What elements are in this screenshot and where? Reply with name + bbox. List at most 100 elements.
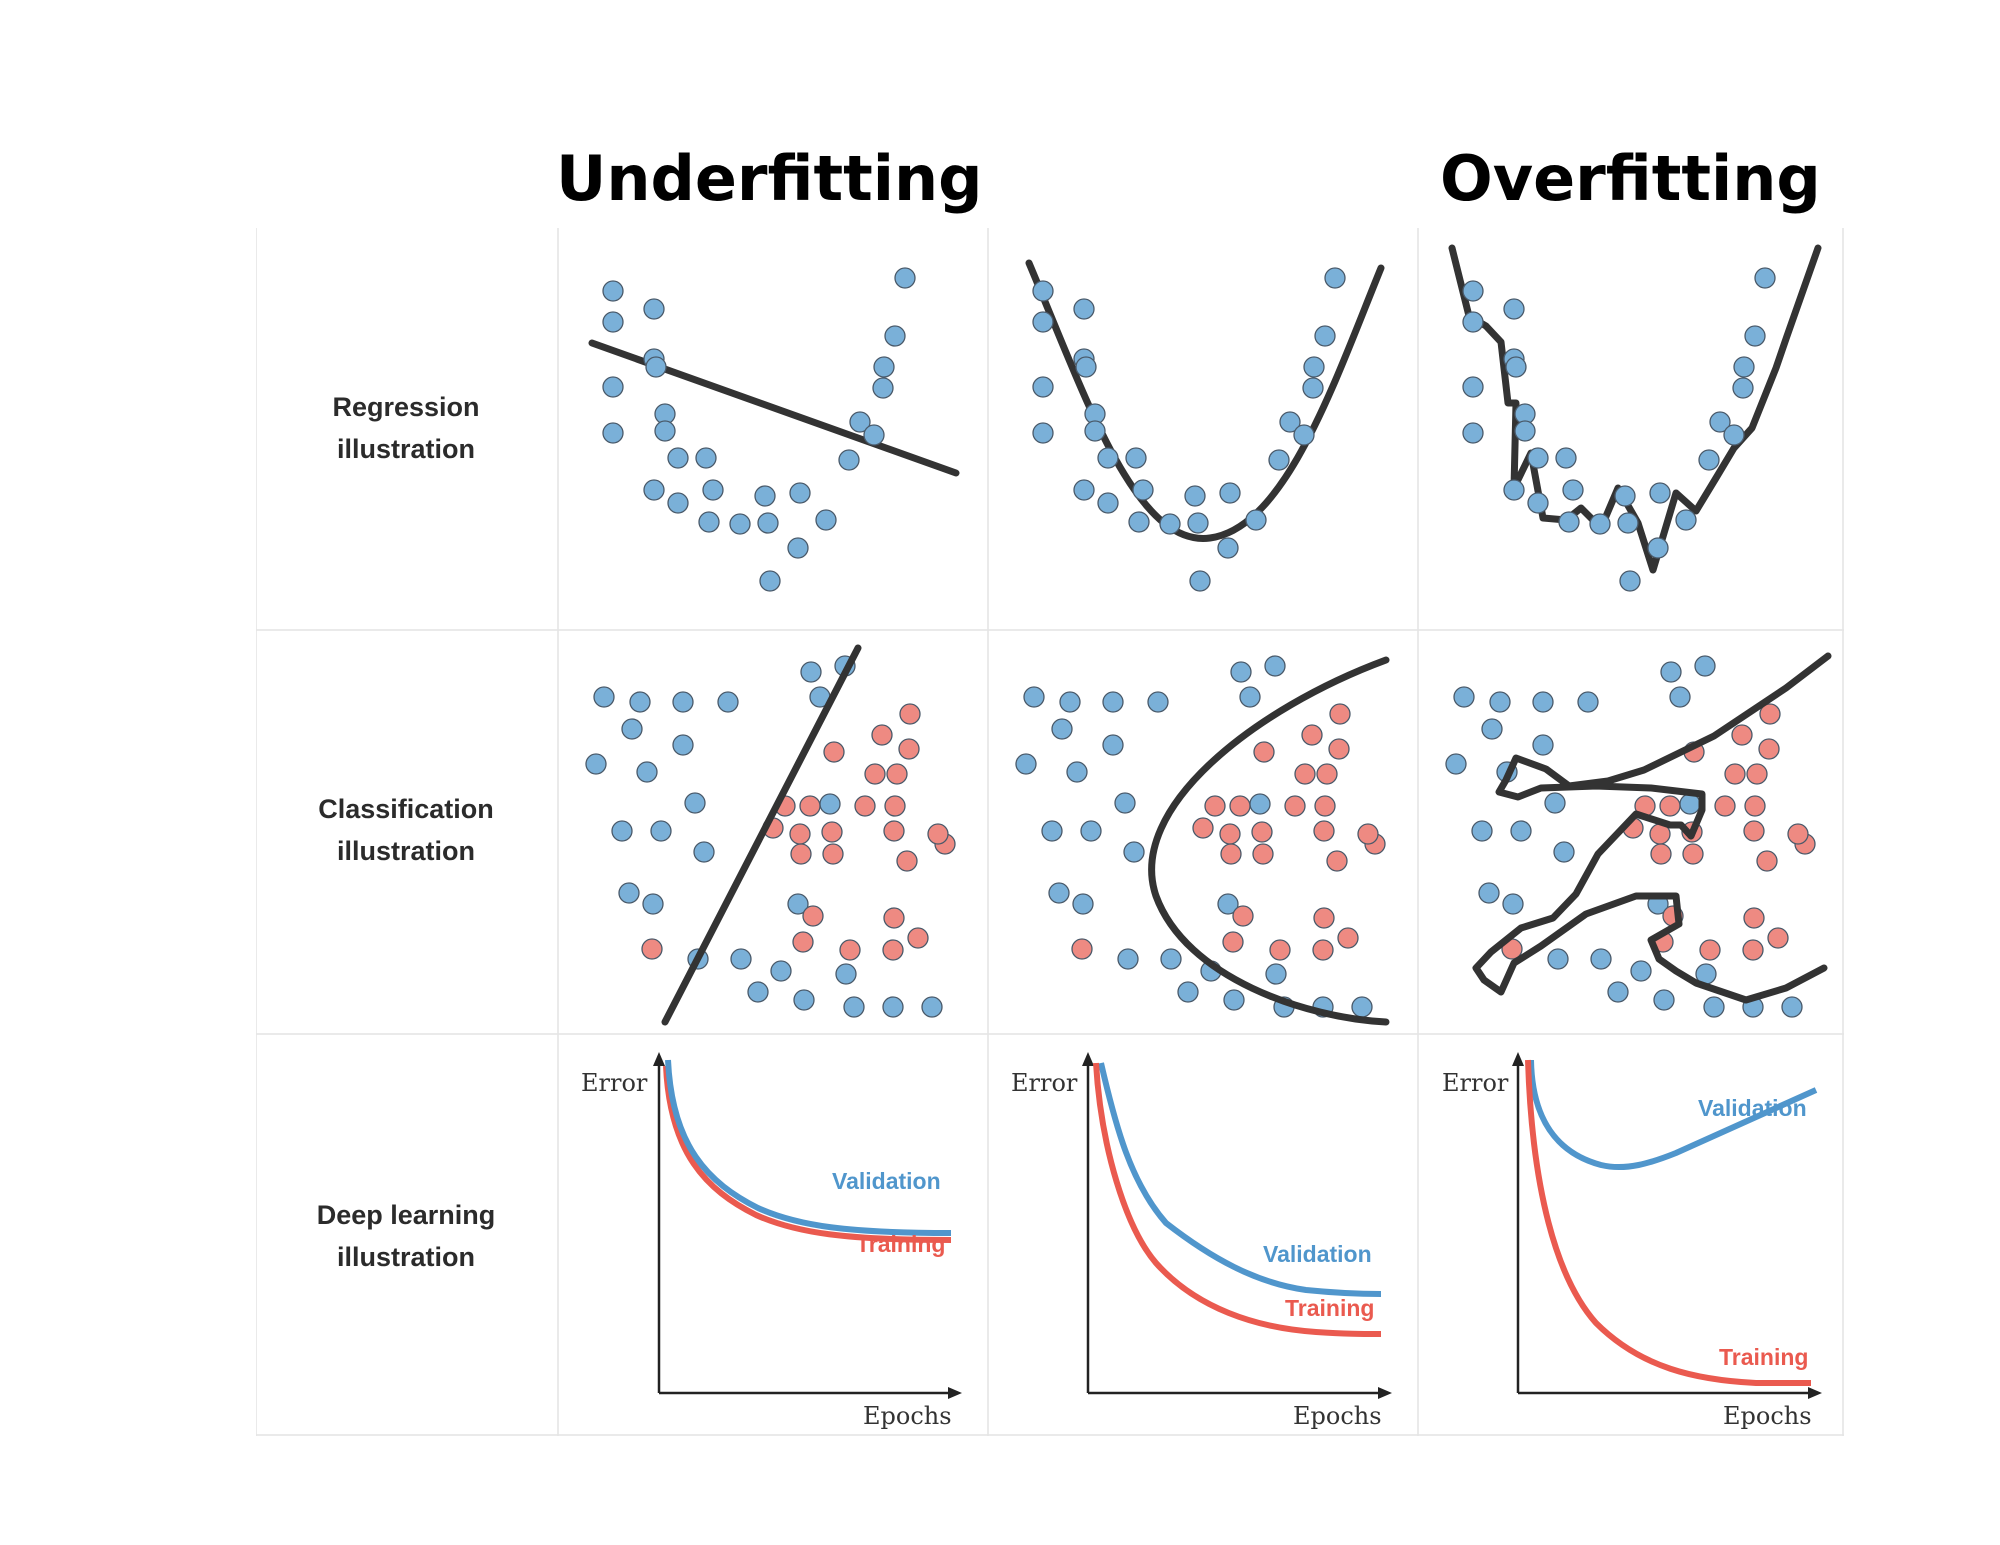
class-a-point <box>1123 841 1145 863</box>
class-b-point <box>896 850 918 872</box>
class-a-point <box>1694 655 1716 677</box>
training-label: Training <box>856 1231 945 1257</box>
class-a-point <box>1051 718 1073 740</box>
training-curve <box>1093 1062 1382 1337</box>
class-a-point <box>717 691 739 713</box>
class-a-point <box>1160 948 1182 970</box>
class-a-point <box>684 792 706 814</box>
data-point <box>729 513 751 535</box>
class-b-point <box>1329 703 1351 725</box>
class-a-point <box>611 820 633 842</box>
class-b-point <box>1232 905 1254 927</box>
training-label: Training <box>1285 1295 1374 1321</box>
regression-fit-line <box>1025 259 1385 542</box>
class-b-point <box>1204 795 1226 817</box>
class-a-point <box>1265 963 1287 985</box>
validation-curve <box>1098 1062 1382 1297</box>
class-a-point <box>1445 753 1467 775</box>
data-point <box>1032 280 1054 302</box>
class-a-point <box>1147 691 1169 713</box>
class-b-point <box>886 763 908 785</box>
class-a-point <box>1239 686 1261 708</box>
class-a-point <box>1015 753 1037 775</box>
class-b-point <box>1301 724 1323 746</box>
class-a-point <box>1532 734 1554 756</box>
class-a-point <box>1532 691 1554 713</box>
data-point <box>1675 509 1697 531</box>
class-a-point <box>1577 691 1599 713</box>
class-a-point <box>1453 686 1475 708</box>
class-a-point <box>1023 686 1045 708</box>
data-point <box>602 280 624 302</box>
class-a-point <box>1102 734 1124 756</box>
data-point <box>1084 420 1106 442</box>
data-point <box>654 420 676 442</box>
data-point <box>1125 447 1147 469</box>
validation-curve <box>665 1059 952 1236</box>
class-a-point <box>1249 793 1271 815</box>
class-b-point <box>1253 741 1275 763</box>
data-point <box>1279 411 1301 433</box>
decision-boundary <box>1472 652 1832 1004</box>
data-point <box>1754 267 1776 289</box>
class-b-point <box>823 741 845 763</box>
class-b-point <box>927 823 949 845</box>
class-b-point <box>1682 843 1704 865</box>
class-a-point <box>1669 686 1691 708</box>
y-axis-arrowhead <box>1512 1052 1524 1066</box>
data-point <box>759 570 781 592</box>
x-axis-arrowhead <box>948 1387 962 1399</box>
data-point <box>1268 449 1290 471</box>
class-b-point <box>871 724 893 746</box>
data-point <box>1562 479 1584 501</box>
y-axis-label: Error <box>1442 1069 1509 1097</box>
x-axis-arrowhead <box>1378 1387 1392 1399</box>
class-a-point <box>1264 655 1286 677</box>
class-b-point <box>1314 795 1336 817</box>
data-point <box>1314 325 1336 347</box>
validation-curve <box>1528 1059 1818 1171</box>
class-a-point <box>636 761 658 783</box>
data-point <box>695 447 717 469</box>
class-a-point <box>1781 996 1803 1018</box>
class-a-point <box>843 996 865 1018</box>
class-b-point <box>1328 738 1350 760</box>
y-axis-arrowhead <box>1082 1052 1094 1066</box>
decision-boundary <box>1148 656 1390 1026</box>
class-a-point <box>585 753 607 775</box>
grid-lines <box>256 228 1844 1436</box>
y-axis-arrowhead <box>653 1052 665 1066</box>
data-point <box>1733 356 1755 378</box>
data-point <box>789 482 811 504</box>
data-point <box>1503 298 1525 320</box>
class-b-point <box>883 820 905 842</box>
data-point <box>667 447 689 469</box>
data-point <box>1462 280 1484 302</box>
class-a-point <box>1478 882 1500 904</box>
data-point <box>1709 411 1731 433</box>
class-a-point <box>787 893 809 915</box>
class-b-point <box>822 843 844 865</box>
data-point <box>1073 298 1095 320</box>
regression-underfit-panel <box>588 267 960 592</box>
class-a-point <box>1059 691 1081 713</box>
data-point <box>643 479 665 501</box>
data-point <box>1555 447 1577 469</box>
data-point <box>1302 377 1324 399</box>
class-a-point <box>1544 792 1566 814</box>
data-point <box>1032 422 1054 444</box>
class-a-point <box>1102 691 1124 713</box>
class-b-point <box>1742 939 1764 961</box>
class-b-point <box>1252 843 1274 865</box>
class-b-point <box>1229 795 1251 817</box>
deep-learning-underfit-panel: Error Epochs Validation Training <box>581 1052 962 1430</box>
class-a-point <box>921 996 943 1018</box>
data-point <box>1187 512 1209 534</box>
x-axis-label: Epochs <box>863 1402 952 1430</box>
x-axis-arrowhead <box>1808 1387 1822 1399</box>
class-b-point <box>802 905 824 927</box>
class-b-point <box>1724 763 1746 785</box>
class-a-point <box>800 661 822 683</box>
class-b-point <box>1650 843 1672 865</box>
class-a-point <box>1048 882 1070 904</box>
